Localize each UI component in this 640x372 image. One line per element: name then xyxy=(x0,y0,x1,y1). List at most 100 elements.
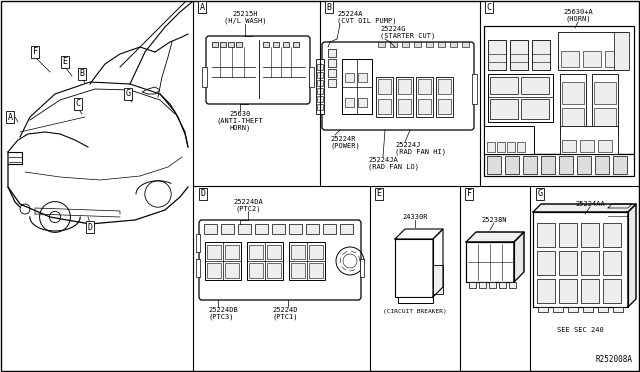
Bar xyxy=(438,99,451,114)
Bar xyxy=(561,51,579,67)
Bar xyxy=(438,79,451,94)
Text: D: D xyxy=(88,222,93,231)
Text: SEE SEC 240: SEE SEC 240 xyxy=(557,327,604,333)
Text: (STARTER CUT): (STARTER CUT) xyxy=(380,33,435,39)
Bar xyxy=(537,223,555,247)
FancyBboxPatch shape xyxy=(199,220,361,300)
Bar xyxy=(328,59,336,67)
Bar xyxy=(614,32,629,70)
Bar xyxy=(532,40,550,70)
Bar xyxy=(484,126,534,154)
Bar xyxy=(559,223,577,247)
Bar xyxy=(605,51,623,67)
Bar xyxy=(221,224,234,234)
Text: A: A xyxy=(200,3,205,12)
Text: (H/L WASH): (H/L WASH) xyxy=(224,18,266,24)
Bar xyxy=(196,259,200,277)
Bar xyxy=(205,242,241,280)
Bar xyxy=(484,154,634,176)
Text: G: G xyxy=(538,189,543,199)
Text: F: F xyxy=(33,48,38,57)
Text: R252008A: R252008A xyxy=(595,355,632,364)
Bar xyxy=(603,223,621,247)
Bar xyxy=(414,42,421,47)
Text: C: C xyxy=(486,3,492,12)
Bar xyxy=(559,156,573,174)
Bar xyxy=(317,96,323,102)
Text: (ANTI-THEFT: (ANTI-THEFT xyxy=(216,118,264,124)
Text: 24330R: 24330R xyxy=(403,214,428,220)
Bar xyxy=(249,263,263,278)
Text: (PTC3): (PTC3) xyxy=(208,314,234,320)
Bar xyxy=(202,67,207,87)
Bar xyxy=(488,74,553,122)
Bar xyxy=(462,42,469,47)
Bar xyxy=(426,42,433,47)
Bar xyxy=(488,40,506,70)
Bar xyxy=(487,142,495,152)
Bar xyxy=(577,156,591,174)
Bar xyxy=(283,42,289,47)
Bar xyxy=(398,79,411,94)
Bar xyxy=(390,42,397,47)
Text: (POWER): (POWER) xyxy=(330,143,360,149)
Bar xyxy=(479,282,486,288)
Bar xyxy=(580,140,594,152)
Bar xyxy=(345,73,354,82)
Bar xyxy=(583,51,601,67)
Text: A: A xyxy=(8,112,13,122)
Bar xyxy=(608,208,628,224)
FancyBboxPatch shape xyxy=(322,42,474,130)
Bar xyxy=(273,42,279,47)
Bar xyxy=(196,234,200,252)
Bar xyxy=(595,156,609,174)
Text: (RAD FAN LO): (RAD FAN LO) xyxy=(368,164,419,170)
Bar xyxy=(418,99,431,114)
Polygon shape xyxy=(628,204,636,307)
Text: (CVT OIL PUMP): (CVT OIL PUMP) xyxy=(337,18,397,24)
Text: F: F xyxy=(467,189,472,199)
Bar xyxy=(436,77,453,117)
Bar xyxy=(328,79,336,87)
Bar xyxy=(553,307,563,312)
Bar xyxy=(263,42,269,47)
Bar xyxy=(490,99,518,119)
Bar xyxy=(225,263,239,278)
Text: B: B xyxy=(326,3,332,12)
Text: 25224J: 25224J xyxy=(395,142,420,148)
Bar xyxy=(499,282,506,288)
Text: 25224D: 25224D xyxy=(272,307,298,313)
Bar xyxy=(358,98,367,107)
Bar xyxy=(418,79,431,94)
Bar xyxy=(317,88,323,94)
Bar xyxy=(521,77,549,94)
Bar xyxy=(378,42,385,47)
Bar xyxy=(562,108,584,130)
Bar xyxy=(560,126,618,154)
Bar xyxy=(317,64,323,70)
Text: 25224R: 25224R xyxy=(330,136,355,142)
Bar xyxy=(376,77,393,117)
Bar xyxy=(466,242,514,282)
Bar xyxy=(613,156,627,174)
Bar xyxy=(592,74,618,132)
Text: C: C xyxy=(76,99,81,109)
Bar xyxy=(378,99,391,114)
Bar xyxy=(328,69,336,77)
Bar xyxy=(398,297,433,303)
Bar xyxy=(293,42,299,47)
Bar xyxy=(581,279,599,303)
Bar xyxy=(598,307,608,312)
Bar xyxy=(225,245,239,259)
Text: 25238N: 25238N xyxy=(481,217,507,223)
Text: (PTC1): (PTC1) xyxy=(272,314,298,320)
Bar xyxy=(291,245,305,259)
Bar xyxy=(236,42,242,47)
Bar xyxy=(395,239,433,297)
Bar xyxy=(541,156,555,174)
Text: G: G xyxy=(125,90,131,99)
Bar xyxy=(489,282,496,288)
Bar xyxy=(533,212,628,307)
Text: 25215H: 25215H xyxy=(232,11,258,17)
Bar xyxy=(402,42,409,47)
